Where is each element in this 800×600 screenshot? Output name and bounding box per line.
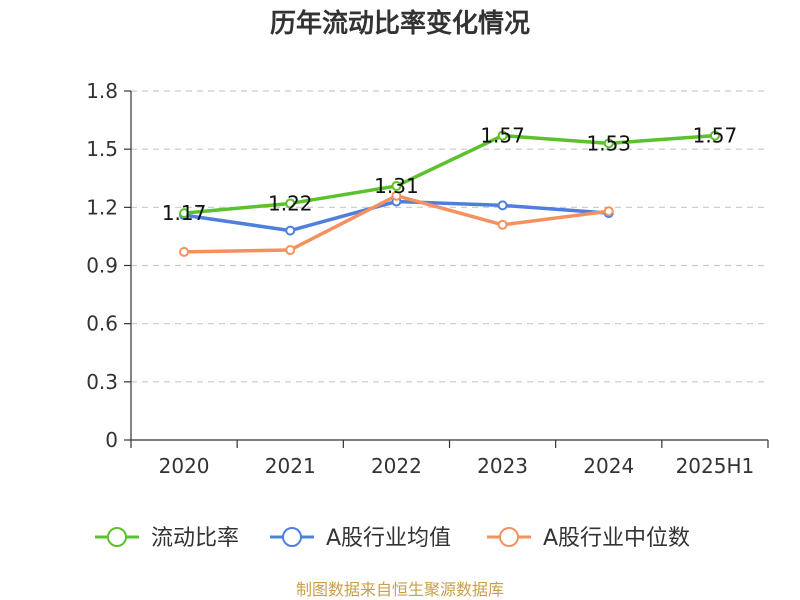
data-point [285,198,296,209]
y-tick-label: 1.5 [86,137,118,161]
data-point [497,219,508,230]
data-point [603,206,614,217]
chart-title: 历年流动比率变化情况 [270,8,530,39]
legend-label[interactable]: A股行业均值 [326,526,451,551]
data-point [285,225,296,236]
data-point [391,181,402,192]
axes: 0 0.3 0.6 0.9 1.2 1.5 1.8 2020 2021 2022 2023 2024 2… [86,79,769,478]
data-label: 1.31 [374,174,419,198]
data-label: 1.53 [586,131,631,155]
data-point [497,200,508,211]
x-tick-label: 2024 [583,454,634,478]
data-label: 1.57 [693,124,738,148]
data-point [285,244,296,255]
x-tick-label: 2025H1 [676,454,755,478]
data-point [497,130,508,141]
legend: 流动比率 A股行业均值 A股行业中位数 [95,526,690,551]
x-tick-label: 2021 [265,454,316,478]
y-tick-label: 0.6 [86,312,118,336]
y-tick-label: 0 [105,428,118,452]
data-labels: 1.17 1.22 1.31 1.57 1.53 1.57 [162,124,737,226]
legend-marker [107,527,127,547]
data-point [179,208,190,219]
legend-marker [282,527,302,547]
x-tick-label: 2022 [371,454,422,478]
source-note: 制图数据来自恒生聚源数据库 [296,580,504,599]
legend-label[interactable]: 流动比率 [151,526,239,551]
data-label: 1.22 [268,191,313,215]
y-tick-label: 1.2 [86,195,118,219]
y-tick-label: 0.9 [86,254,118,278]
data-point [603,138,614,149]
data-point [709,130,720,141]
x-tick-label: 2023 [477,454,528,478]
grid [131,90,768,383]
data-label: 1.17 [162,201,207,225]
legend-label[interactable]: A股行业中位数 [543,526,690,551]
data-point [391,190,402,201]
data-point [179,246,190,257]
data-label: 1.57 [480,124,525,148]
x-tick-label: 2020 [159,454,210,478]
y-tick-label: 1.8 [86,79,118,103]
series [179,130,720,257]
series-line-0 [183,133,716,215]
legend-marker [499,527,519,547]
y-tick-label: 0.3 [86,370,118,394]
